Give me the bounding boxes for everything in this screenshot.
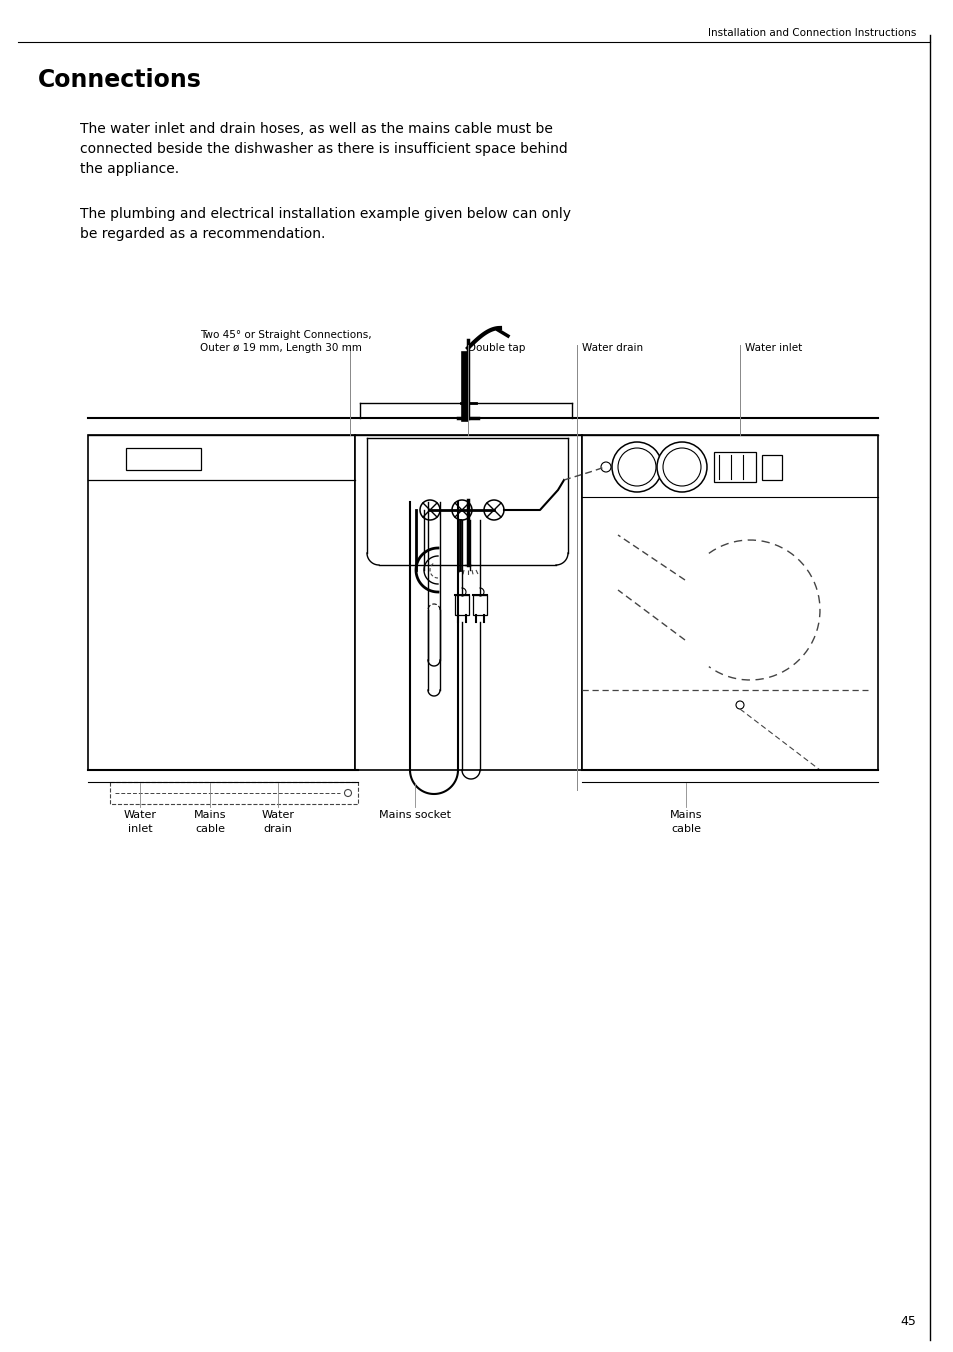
Text: The water inlet and drain hoses, as well as the mains cable must be
connected be: The water inlet and drain hoses, as well… — [80, 122, 567, 176]
Circle shape — [612, 442, 661, 492]
Text: Mains socket: Mains socket — [378, 810, 451, 821]
Bar — [88, 435, 355, 771]
Text: 45: 45 — [900, 1315, 915, 1328]
Text: Double tap: Double tap — [468, 343, 525, 353]
Circle shape — [344, 790, 351, 796]
Text: cable: cable — [670, 823, 700, 834]
Text: Connections: Connections — [38, 68, 202, 92]
Bar — [473, 595, 486, 615]
Bar — [713, 452, 755, 483]
Bar — [761, 456, 781, 480]
Text: Mains: Mains — [669, 810, 701, 821]
Text: Water: Water — [261, 810, 294, 821]
Text: Outer ø 19 mm, Length 30 mm: Outer ø 19 mm, Length 30 mm — [200, 343, 361, 353]
Circle shape — [735, 700, 743, 708]
Text: inlet: inlet — [128, 823, 152, 834]
Bar — [355, 435, 581, 771]
Text: Water inlet: Water inlet — [744, 343, 801, 353]
Bar — [110, 781, 357, 804]
Text: The plumbing and electrical installation example given below can only
be regarde: The plumbing and electrical installation… — [80, 207, 571, 241]
Circle shape — [452, 500, 472, 521]
Text: Two 45° or Straight Connections,: Two 45° or Straight Connections, — [200, 330, 372, 339]
Circle shape — [483, 500, 503, 521]
Circle shape — [419, 500, 439, 521]
Bar — [126, 448, 201, 470]
Bar — [455, 595, 469, 615]
Circle shape — [618, 448, 656, 485]
Text: Water: Water — [123, 810, 156, 821]
Circle shape — [600, 462, 610, 472]
Text: Mains: Mains — [193, 810, 226, 821]
Text: Water drain: Water drain — [581, 343, 642, 353]
Text: Installation and Connection Instructions: Installation and Connection Instructions — [707, 28, 915, 38]
Text: drain: drain — [263, 823, 293, 834]
Circle shape — [657, 442, 706, 492]
Bar — [581, 435, 877, 771]
Circle shape — [662, 448, 700, 485]
Text: cable: cable — [194, 823, 225, 834]
